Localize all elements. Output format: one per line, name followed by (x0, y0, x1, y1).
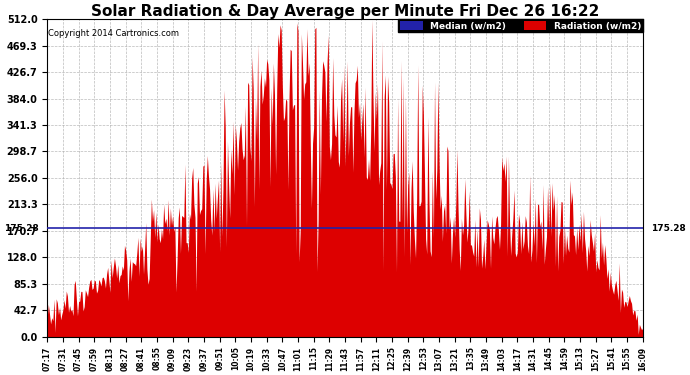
Legend: Median (w/m2), Radiation (w/m2): Median (w/m2), Radiation (w/m2) (398, 19, 643, 33)
Text: 175.28: 175.28 (651, 224, 686, 232)
Text: 175.28: 175.28 (4, 224, 39, 232)
Text: Copyright 2014 Cartronics.com: Copyright 2014 Cartronics.com (48, 29, 179, 38)
Title: Solar Radiation & Day Average per Minute Fri Dec 26 16:22: Solar Radiation & Day Average per Minute… (91, 4, 599, 19)
